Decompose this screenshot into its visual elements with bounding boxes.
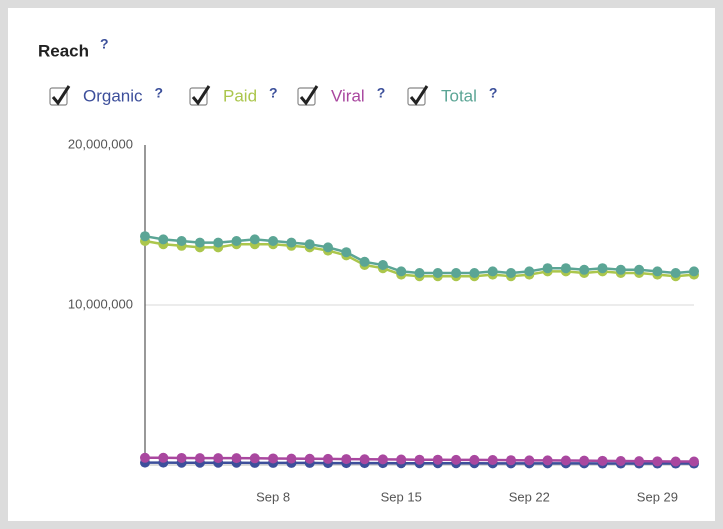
data-point: [176, 452, 187, 463]
data-point: [377, 454, 388, 465]
data-point: [615, 456, 626, 466]
data-point: [634, 264, 645, 275]
data-point: [652, 266, 663, 277]
data-point: [524, 455, 535, 466]
legend-label[interactable]: Total: [441, 86, 477, 105]
data-point: [286, 237, 297, 248]
legend-check[interactable]: [191, 85, 211, 106]
data-point: [140, 231, 150, 242]
data-point: [560, 263, 571, 274]
data-point: [542, 455, 553, 466]
data-point: [323, 453, 333, 464]
legend-help[interactable]: ?: [377, 85, 386, 101]
legend-label[interactable]: Organic: [83, 86, 143, 105]
data-point: [579, 264, 590, 275]
data-point: [286, 453, 297, 464]
data-point: [304, 453, 315, 464]
data-point: [487, 455, 498, 466]
y-tick-label: 10,000,000: [68, 296, 133, 311]
legend-help[interactable]: ?: [155, 85, 164, 101]
legend-check[interactable]: [409, 85, 429, 106]
data-point: [670, 456, 681, 467]
data-point: [451, 454, 462, 465]
x-tick-label: Sep 29: [637, 489, 678, 504]
data-point: [560, 455, 571, 466]
data-point: [634, 456, 645, 467]
data-point: [469, 454, 480, 465]
legend-label[interactable]: Viral: [331, 86, 365, 105]
data-point: [414, 454, 425, 465]
title-help[interactable]: ?: [100, 36, 109, 52]
data-point: [542, 263, 553, 274]
data-point: [377, 260, 388, 270]
data-point: [341, 247, 352, 258]
legend-check[interactable]: [299, 85, 319, 106]
data-point: [176, 236, 187, 246]
y-tick-label: 20,000,000: [68, 136, 133, 151]
data-point: [506, 455, 516, 466]
data-point: [689, 456, 699, 467]
data-point: [359, 454, 370, 465]
data-point: [414, 268, 425, 278]
data-point: [597, 455, 608, 466]
data-point: [194, 237, 205, 248]
data-point: [670, 268, 681, 278]
data-point: [213, 237, 224, 248]
x-tick-label: Sep 22: [509, 489, 550, 504]
legend-help[interactable]: ?: [269, 85, 278, 101]
data-point: [158, 234, 169, 245]
data-point: [359, 256, 370, 267]
data-point: [506, 268, 516, 278]
data-point: [341, 454, 352, 465]
chart-title: Reach: [38, 41, 89, 60]
data-point: [231, 453, 242, 464]
data-point: [689, 266, 699, 277]
data-point: [615, 264, 626, 275]
data-point: [652, 456, 663, 467]
data-point: [432, 454, 443, 465]
legend-help[interactable]: ?: [489, 85, 498, 101]
data-point: [524, 266, 535, 277]
data-point: [249, 453, 260, 464]
data-point: [323, 242, 333, 253]
data-point: [158, 452, 169, 463]
data-point: [487, 266, 498, 277]
x-tick-label: Sep 15: [381, 489, 422, 504]
data-point: [140, 452, 150, 463]
legend-label[interactable]: Paid: [223, 86, 257, 105]
data-point: [597, 263, 608, 274]
data-point: [396, 266, 407, 277]
data-point: [194, 453, 205, 464]
data-point: [469, 268, 480, 278]
legend-check[interactable]: [51, 85, 71, 106]
data-point: [451, 268, 462, 278]
data-point: [579, 455, 590, 466]
x-tick-label: Sep 8: [256, 489, 290, 504]
data-point: [249, 234, 260, 245]
data-point: [396, 454, 407, 465]
data-point: [432, 268, 443, 278]
data-point: [213, 453, 224, 464]
data-point: [268, 236, 279, 246]
data-point: [268, 453, 279, 464]
data-point: [304, 239, 315, 250]
data-point: [231, 236, 242, 246]
